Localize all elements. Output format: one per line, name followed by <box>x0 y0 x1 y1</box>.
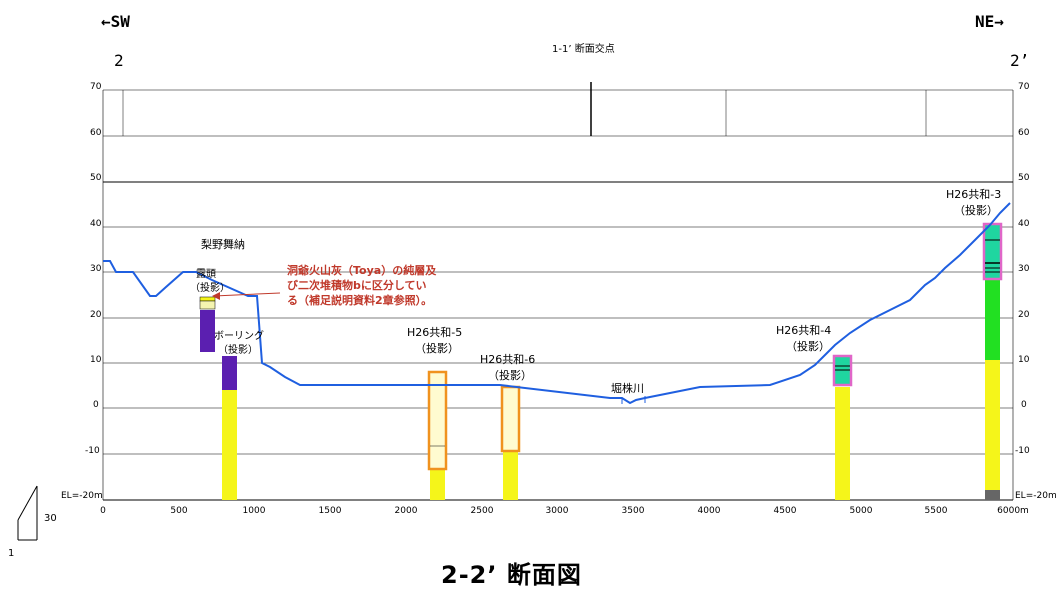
y-tick: 30 <box>90 264 102 274</box>
y-tick: 50 <box>90 173 102 183</box>
scale-horizontal-label: 1 <box>8 548 15 559</box>
y-tick-labels-left: 70 60 50 40 30 20 10 0 -10 EL=-20m <box>61 82 103 501</box>
x-tick: 1500 <box>319 506 342 516</box>
figure-title: 2-2’ 断面図 <box>441 561 582 589</box>
boring-h26-3 <box>982 222 1003 500</box>
h26-5-projection-label: （投影） <box>415 342 459 355</box>
y-tick: 0 <box>1021 400 1027 410</box>
y-tick: 0 <box>93 400 99 410</box>
y-tick: 10 <box>1018 355 1030 365</box>
boring-projection-label: （投影） <box>218 345 258 356</box>
h26-3-label: H26共和-3 <box>946 188 1002 201</box>
y-tick: 70 <box>90 82 102 92</box>
boring-h26-6 <box>500 385 521 500</box>
y-tick: 60 <box>1018 128 1030 138</box>
elevation-grid <box>102 89 1014 501</box>
x-tick: 6000m <box>997 506 1029 516</box>
y-tick: 20 <box>1018 310 1030 320</box>
toya-note-line: び二次堆積物bに区分してい <box>287 279 427 292</box>
y-tick: 60 <box>90 128 102 138</box>
y-tick: 10 <box>90 355 102 365</box>
x-tick: 3000 <box>546 506 569 516</box>
x-tick: 2000 <box>395 506 418 516</box>
section-start-label: 2 <box>114 51 124 70</box>
scale-triangle-icon <box>17 485 38 541</box>
roadhead-label: 露頭 <box>196 269 216 280</box>
x-tick-labels: 0 500 1000 1500 2000 2500 3000 3500 4000… <box>100 506 1029 516</box>
boring-h26-5 <box>427 370 448 500</box>
x-tick: 5000 <box>850 506 873 516</box>
y-tick: 70 <box>1018 82 1030 92</box>
ground-surface-line <box>103 202 1011 405</box>
x-tick: 500 <box>170 506 187 516</box>
boring-h26-4 <box>832 354 853 500</box>
y-tick: 30 <box>1018 264 1030 274</box>
x-tick: 5500 <box>925 506 948 516</box>
y-tick: 20 <box>90 310 102 320</box>
y-tick-labels-right: 70 60 50 40 30 20 10 0 -10 EL=-20m <box>1015 82 1057 501</box>
y-tick: 50 <box>1018 173 1030 183</box>
toya-note-line: る（補足説明資料2章参照）。 <box>287 294 433 307</box>
reference-lines <box>122 82 927 136</box>
place-label-rinonouna: 梨野舞納 <box>201 238 245 251</box>
scale-vertical-label: 30 <box>44 513 57 524</box>
y-axis-bottom-label: EL=-20m <box>61 491 103 501</box>
h26-3-projection-label: （投影） <box>954 204 998 217</box>
h26-4-projection-label: （投影） <box>786 340 830 353</box>
section-end-label: 2’ <box>1010 51 1030 70</box>
x-tick: 2500 <box>471 506 494 516</box>
boring-column <box>222 356 237 500</box>
h26-4-label: H26共和-4 <box>776 324 832 337</box>
note-arrow <box>213 292 281 297</box>
toya-note: 洞爺火山灰（Toya）の純層及 び二次堆積物bに区分してい る（補足説明資料2章… <box>287 263 436 308</box>
boring-roadhead <box>199 296 216 352</box>
river-label: 堀株川 <box>611 382 644 395</box>
h26-6-label: H26共和-6 <box>480 353 536 366</box>
y-tick: -10 <box>1015 446 1030 456</box>
toya-note-line: 洞爺火山灰（Toya）の純層及 <box>287 264 437 277</box>
x-tick: 1000 <box>243 506 266 516</box>
x-tick: 0 <box>100 506 106 516</box>
y-tick: 40 <box>1018 219 1030 229</box>
x-tick: 4000 <box>698 506 721 516</box>
y-tick: -10 <box>85 446 100 456</box>
x-tick: 4500 <box>774 506 797 516</box>
h26-6-projection-label: （投影） <box>488 369 532 382</box>
y-axis-bottom-label: EL=-20m <box>1015 491 1057 501</box>
x-tick: 3500 <box>622 506 645 516</box>
ne-direction-label: NE→ <box>975 12 1004 31</box>
sw-direction-label: ←SW <box>101 12 130 31</box>
boring-label: ボーリング <box>214 331 264 342</box>
y-tick: 40 <box>90 219 102 229</box>
arrow-head-icon <box>212 292 220 300</box>
roadhead-projection-label: （投影） <box>190 283 230 294</box>
intersection-label: 1-1’ 断面交点 <box>552 44 615 55</box>
h26-5-label: H26共和-5 <box>407 326 463 339</box>
